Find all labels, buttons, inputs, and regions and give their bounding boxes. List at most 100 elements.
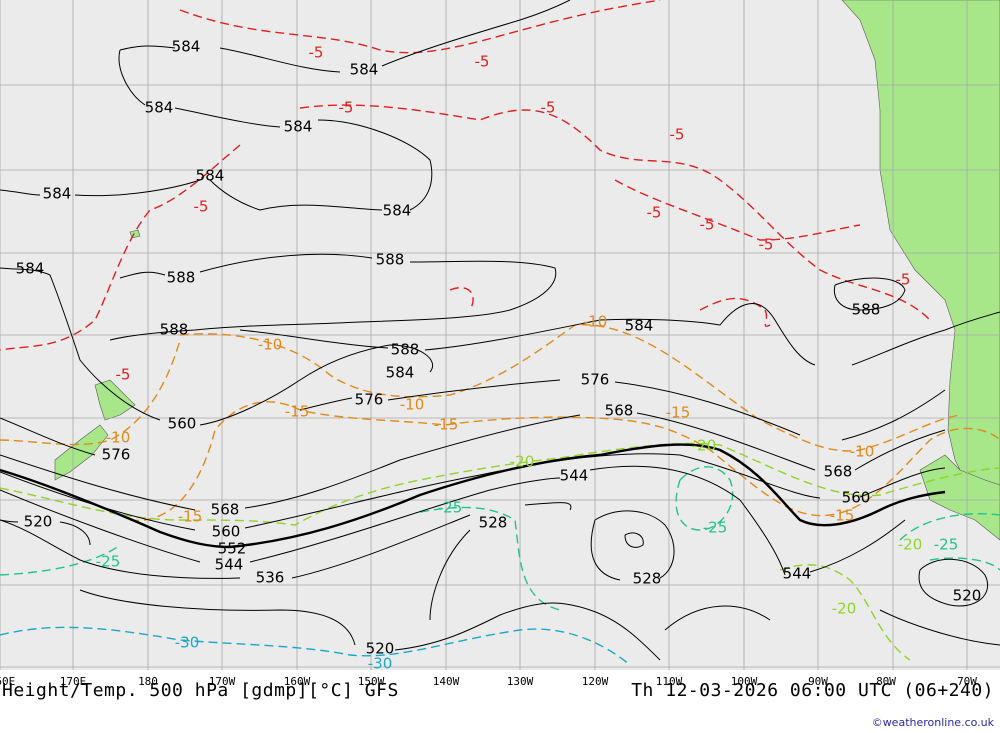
- longitude-label: 100W: [730, 675, 758, 688]
- height-label: 560: [841, 488, 871, 507]
- temp-contour-minus5: [299, 104, 931, 321]
- temp-label: -30: [174, 633, 200, 652]
- temp-contour-minus30: [0, 626, 631, 666]
- temp-label: -25: [437, 498, 463, 517]
- longitude-label: 110W: [655, 675, 683, 688]
- height-contour-588: [239, 319, 601, 351]
- height-label: 544: [782, 564, 812, 583]
- lat-lon-grid: [0, 0, 1000, 670]
- longitude-label: 80W: [876, 675, 896, 688]
- height-label: 588: [159, 320, 189, 339]
- height-label: 576: [101, 445, 131, 464]
- height-label: 584: [624, 316, 654, 335]
- temp-label: -20: [691, 436, 717, 455]
- temp-contour-minus5: [179, 0, 661, 54]
- height-label: 588: [851, 300, 881, 319]
- forecast-datetime: Th 12-03-2026 06:00 UTC (06+240): [631, 680, 994, 701]
- longitude-label: 170E: [59, 675, 87, 688]
- height-label: 520: [23, 512, 53, 531]
- weather-map: 584 584 584 584 584 584 584 584 588 588 …: [0, 0, 1000, 670]
- temp-label: -10: [399, 395, 425, 414]
- map-canvas: [0, 0, 1000, 670]
- temp-label: -25: [95, 552, 121, 571]
- temp-label: -5: [699, 215, 715, 234]
- height-contour-568: [0, 412, 946, 511]
- longitude-label: 150W: [357, 675, 385, 688]
- height-label: 568: [604, 401, 634, 420]
- height-contour-588: [833, 277, 906, 311]
- height-label: 588: [390, 340, 420, 359]
- temp-contour-minus5: [614, 179, 861, 241]
- new-zealand-south-land: [54, 424, 109, 481]
- height-label: 528: [478, 513, 508, 532]
- height-contour-528: [79, 529, 471, 646]
- height-contours: [0, 0, 1000, 661]
- longitude-label: 90W: [808, 675, 828, 688]
- temp-contour-minus20: [0, 442, 1000, 526]
- land-masses: [54, 0, 1000, 541]
- height-label: 584: [195, 166, 225, 185]
- temp-label: -5: [758, 235, 774, 254]
- height-label: 584: [42, 184, 72, 203]
- height-contour-536: [0, 502, 572, 579]
- height-label: 584: [171, 37, 201, 56]
- temp-label: -5: [895, 270, 911, 289]
- temp-contour-minus20: [779, 564, 911, 661]
- height-contour-560: [0, 453, 946, 531]
- height-label: 576: [580, 370, 610, 389]
- temp-contour-minus10: [0, 339, 181, 446]
- height-label: 576: [354, 390, 384, 409]
- new-zealand-north-land: [94, 379, 136, 421]
- temp-contour-minus5: [449, 287, 771, 327]
- temp-label: -20: [897, 535, 923, 554]
- height-label: 584: [349, 60, 379, 79]
- temp-label: -20: [831, 599, 857, 618]
- height-label: 544: [214, 555, 244, 574]
- height-label: 588: [166, 268, 196, 287]
- height-contour-584: [0, 267, 433, 426]
- height-contour-528-right: [879, 609, 1000, 646]
- height-contour-552: [0, 443, 946, 549]
- temp-contour-minus25: [899, 513, 1000, 571]
- south-america-land: [841, 0, 1000, 501]
- height-label: 584: [144, 98, 174, 117]
- temp-label: -10: [849, 442, 875, 461]
- height-contour-520: [918, 558, 988, 607]
- temp-label: -5: [115, 365, 131, 384]
- height-label: 552: [217, 539, 247, 558]
- temp-label: -5: [474, 52, 490, 71]
- height-label: 588: [375, 250, 405, 269]
- temp-label: -15: [177, 507, 203, 526]
- temp-contour-minus25: [675, 466, 734, 531]
- temp-contour-minus5: [0, 144, 241, 351]
- height-label: 520: [952, 586, 982, 605]
- temp-label: -15: [665, 403, 691, 422]
- patagonia-land: [919, 454, 1000, 541]
- longitude-label: 120W: [581, 675, 609, 688]
- temp-label: -30: [367, 654, 393, 670]
- credit-link[interactable]: ©weatheronline.co.uk: [871, 716, 994, 729]
- longitude-label: 160W: [283, 675, 311, 688]
- height-label: 584: [382, 201, 412, 220]
- temp-label: -5: [646, 203, 662, 222]
- height-contour-584: [0, 179, 201, 197]
- longitude-label: 180: [138, 675, 158, 688]
- temp-label: -10: [257, 335, 283, 354]
- temp-label: -15: [284, 402, 310, 421]
- height-label: 560: [167, 414, 197, 433]
- height-label: 536: [255, 568, 285, 587]
- temp-label: -5: [338, 98, 354, 117]
- height-label: 560: [211, 522, 241, 541]
- height-label: 584: [283, 117, 313, 136]
- map-title: Height/Temp. 500 hPa [gdmp][°C] GFS: [2, 680, 399, 701]
- temp-label: -15: [829, 506, 855, 525]
- longitude-label: 170W: [208, 675, 236, 688]
- longitude-label: 160E: [0, 675, 16, 688]
- height-contour-520: [0, 519, 771, 661]
- height-label: 584: [15, 259, 45, 278]
- height-label: 568: [823, 462, 853, 481]
- temp-label: -15: [433, 415, 459, 434]
- height-label: 528: [632, 569, 662, 588]
- longitude-label: 140W: [432, 675, 460, 688]
- longitude-label: 130W: [506, 675, 534, 688]
